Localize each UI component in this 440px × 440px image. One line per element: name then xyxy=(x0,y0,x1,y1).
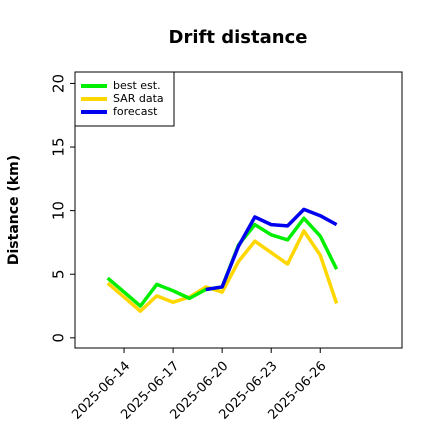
legend-label: best est. xyxy=(113,79,161,92)
y-axis-label: Distance (km) xyxy=(6,155,22,265)
y-tick-label: 10 xyxy=(50,201,68,220)
series-line xyxy=(205,207,338,292)
legend-label: SAR data xyxy=(113,92,164,105)
series-line xyxy=(106,229,339,313)
plot-frame xyxy=(74,71,403,349)
y-tick-label: 15 xyxy=(50,137,68,156)
legend-label: forecast xyxy=(113,105,158,118)
y-tick-label: 20 xyxy=(50,74,68,93)
chart-title: Drift distance xyxy=(169,27,308,48)
y-tick-label: 0 xyxy=(50,333,68,343)
y-tick-label: 5 xyxy=(50,269,68,279)
